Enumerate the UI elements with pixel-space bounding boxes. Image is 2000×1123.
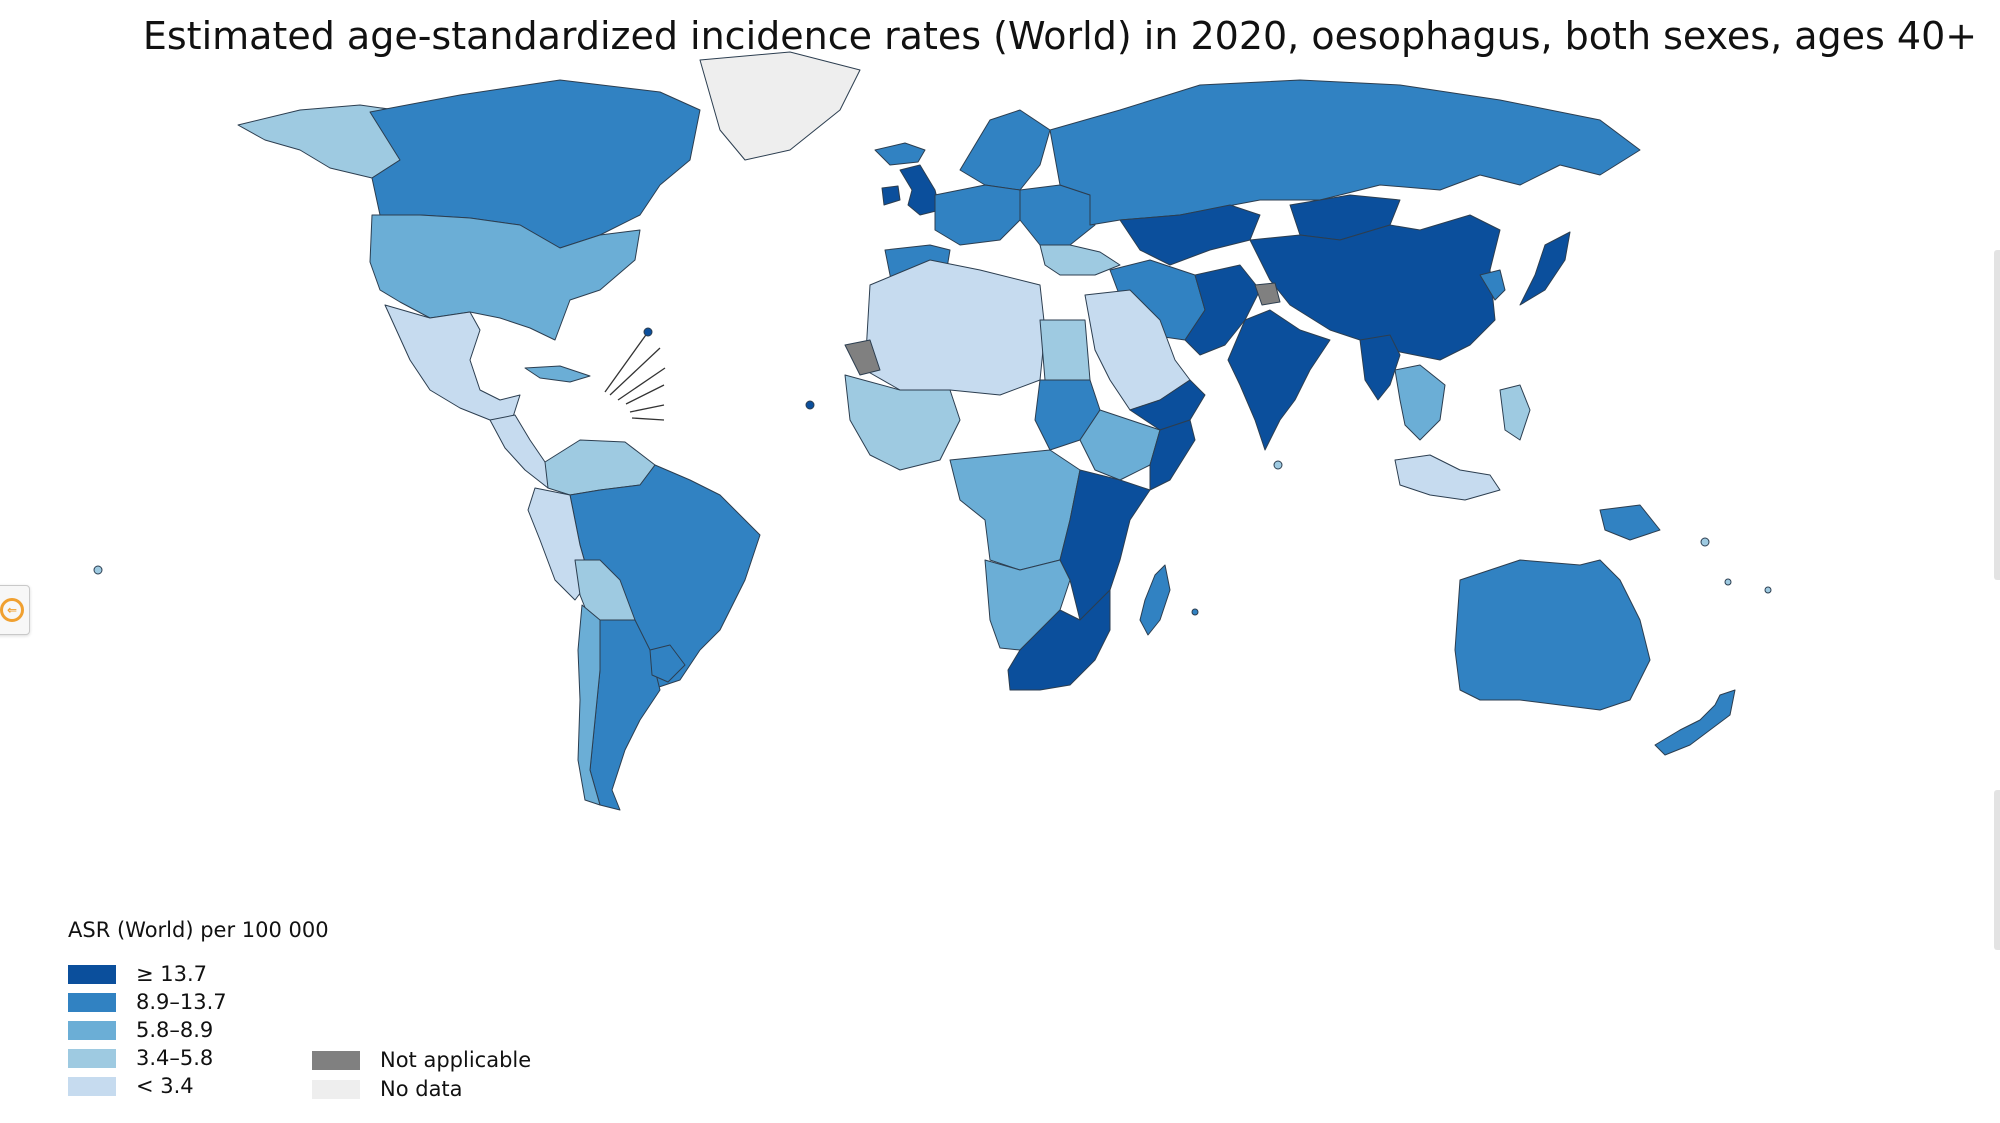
region-scandinavia[interactable]: [959, 109, 1051, 191]
region-kashmir[interactable]: [1254, 282, 1281, 306]
region-india[interactable]: [1227, 309, 1331, 451]
right-panel-edge[interactable]: [1994, 790, 2000, 950]
legend-item-class-4: 3.4–5.8: [68, 1046, 213, 1070]
legend-label: Not applicable: [380, 1048, 532, 1072]
region-afghanistan-pakistan[interactable]: [1184, 264, 1261, 356]
region-western-sahara[interactable]: [844, 339, 881, 376]
legend-swatch: [312, 1050, 360, 1070]
back-arrow-icon: ⇐: [0, 598, 24, 622]
region-egypt[interactable]: [1039, 319, 1091, 381]
legend-swatch: [68, 992, 116, 1012]
region-southeast-asia[interactable]: [1394, 364, 1446, 441]
region-korea[interactable]: [1479, 269, 1506, 301]
legend-title: ASR (World) per 100 000: [68, 918, 329, 942]
island-marker[interactable]: [1724, 578, 1732, 586]
region-united-states[interactable]: [369, 214, 641, 341]
region-ireland[interactable]: [881, 185, 901, 206]
region-chile[interactable]: [577, 604, 601, 806]
region-turkey[interactable]: [1039, 244, 1121, 276]
legend-item-class-1: ≥ 13.7: [68, 962, 207, 986]
region-new-zealand[interactable]: [1654, 689, 1736, 756]
region-eastern-europe[interactable]: [1019, 184, 1096, 246]
collapse-panel-button[interactable]: ⇐: [0, 585, 30, 635]
region-indonesia[interactable]: [1394, 454, 1501, 501]
region-madagascar[interactable]: [1139, 564, 1171, 636]
legend-swatch: [68, 964, 116, 984]
region-southern-africa[interactable]: [1007, 589, 1111, 691]
legend-swatch: [68, 1076, 116, 1096]
legend-label: 8.9–13.7: [136, 990, 227, 1014]
region-peru[interactable]: [527, 487, 591, 601]
region-papua-new-guinea[interactable]: [1599, 504, 1661, 541]
legend-item-no-data: No data: [312, 1077, 463, 1101]
island-marker[interactable]: [643, 327, 653, 337]
legend-label: < 3.4: [136, 1074, 194, 1098]
legend-label: 3.4–5.8: [136, 1046, 214, 1070]
island-marker[interactable]: [1700, 537, 1710, 547]
region-north-africa[interactable]: [864, 259, 1046, 396]
region-western-europe[interactable]: [934, 184, 1021, 246]
island-marker[interactable]: [805, 400, 815, 410]
legend-label: No data: [380, 1077, 463, 1101]
region-australia[interactable]: [1454, 559, 1651, 711]
island-marker[interactable]: [1764, 586, 1772, 594]
legend-item-class-3: 5.8–8.9: [68, 1018, 213, 1042]
right-panel-edge[interactable]: [1994, 250, 2000, 580]
legend-swatch: [68, 1048, 116, 1068]
map-title: Estimated age-standardized incidence rat…: [142, 14, 1978, 58]
region-myanmar[interactable]: [1359, 334, 1401, 401]
legend-item-class-2: 8.9–13.7: [68, 990, 227, 1014]
region-china[interactable]: [1249, 214, 1501, 361]
region-cuba[interactable]: [524, 365, 591, 383]
region-united-kingdom[interactable]: [899, 164, 941, 216]
region-japan[interactable]: [1519, 231, 1571, 306]
legend-item-not-applicable: Not applicable: [312, 1048, 531, 1072]
region-iceland[interactable]: [874, 142, 926, 166]
island-marker[interactable]: [1191, 608, 1199, 616]
island-marker[interactable]: [93, 565, 103, 575]
legend-label: 5.8–8.9: [136, 1018, 214, 1042]
island-marker[interactable]: [1273, 460, 1283, 470]
region-west-africa[interactable]: [844, 374, 961, 471]
region-mexico[interactable]: [384, 304, 521, 421]
legend-label: ≥ 13.7: [136, 962, 208, 986]
region-somalia[interactable]: [1149, 419, 1196, 491]
legend-swatch: [68, 1020, 116, 1040]
region-philippines[interactable]: [1499, 384, 1531, 441]
region-greenland[interactable]: [699, 51, 861, 161]
region-russia[interactable]: [1049, 79, 1641, 226]
legend-swatch: [312, 1079, 360, 1099]
region-central-africa[interactable]: [949, 449, 1081, 571]
region-uruguay[interactable]: [649, 644, 686, 683]
legend-item-class-5: < 3.4: [68, 1074, 194, 1098]
